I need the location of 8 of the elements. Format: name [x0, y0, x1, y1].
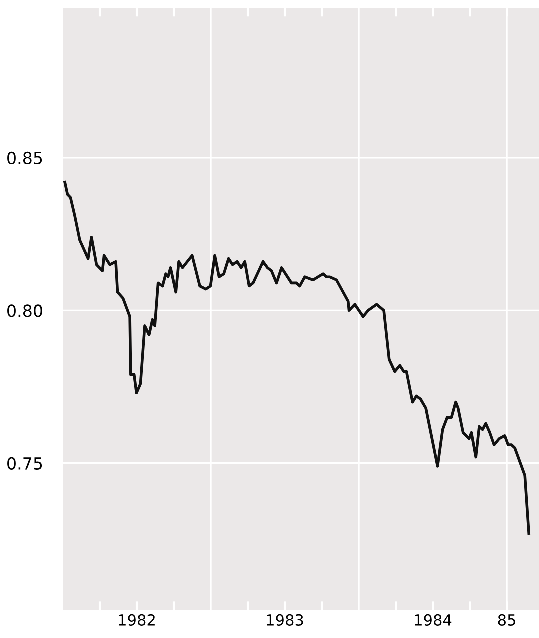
- y-tick-label: 0.80: [8, 304, 42, 318]
- x-tick-label: 85: [498, 614, 516, 626]
- x-tick-label: 1984: [415, 614, 452, 626]
- y-tick-label: 0.85: [8, 152, 42, 165]
- y-tick-label: 0.75: [8, 457, 42, 470]
- x-tick-label: 1983: [267, 614, 304, 626]
- x-tick-label: 1982: [119, 614, 155, 626]
- line-series: [64, 181, 530, 536]
